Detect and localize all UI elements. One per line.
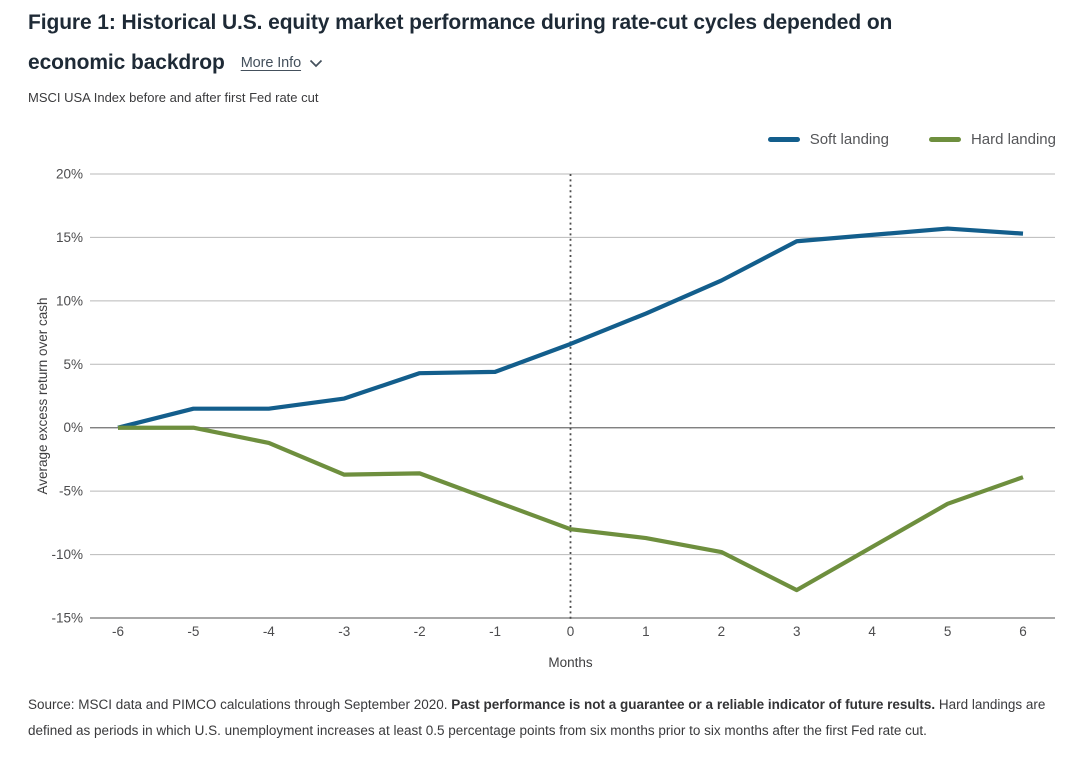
line-chart-svg: 20% 15% 10% 5% 0% -5% -10% -15% -6 -5 -4 -3 -2 -1 0 1 2 3… bbox=[35, 167, 1055, 670]
x-tick-label: -3 bbox=[338, 624, 350, 639]
x-tick-label: -5 bbox=[187, 624, 199, 639]
x-tick-label: 0 bbox=[567, 624, 575, 639]
source-note-disclaimer: Past performance is not a guarantee or a… bbox=[451, 697, 936, 712]
x-tick-label: -2 bbox=[414, 624, 426, 639]
legend-item-soft-landing: Soft landing bbox=[767, 131, 889, 148]
y-tick-label: 20% bbox=[56, 167, 83, 182]
legend-swatch-hard-landing bbox=[928, 137, 961, 142]
figure-title-line1: Figure 1: Historical U.S. equity market … bbox=[28, 11, 893, 34]
y-tick-label: -15% bbox=[51, 611, 83, 626]
legend-label-hard-landing: Hard landing bbox=[970, 131, 1056, 148]
x-tick-label: 5 bbox=[944, 624, 952, 639]
figure-title-line2: economic backdrop bbox=[28, 51, 225, 74]
chevron-down-icon bbox=[309, 59, 323, 67]
chart-subtitle: MSCI USA Index before and after first Fe… bbox=[28, 90, 319, 105]
x-tick-label: -4 bbox=[263, 624, 275, 639]
x-tick-label: -6 bbox=[112, 624, 124, 639]
x-axis-label: Months bbox=[548, 655, 593, 670]
y-tick-label: 10% bbox=[56, 293, 83, 308]
legend-swatch-soft-landing bbox=[767, 137, 800, 142]
more-info-label[interactable]: More Info bbox=[240, 55, 302, 71]
y-tick-label: -5% bbox=[59, 484, 83, 499]
more-info-link[interactable]: More Info bbox=[241, 43, 323, 83]
legend-label-soft-landing: Soft landing bbox=[809, 131, 889, 148]
series-line-soft-landing bbox=[117, 226, 1024, 430]
source-note-text-2: Hard landings are defined as periods in … bbox=[28, 697, 1046, 738]
x-tick-label: 2 bbox=[718, 624, 726, 639]
figure-header: Figure 1: Historical U.S. equity market … bbox=[28, 3, 1038, 83]
x-tick-label: 3 bbox=[793, 624, 801, 639]
chart-legend: Soft landing Hard landing bbox=[767, 131, 1056, 148]
y-tick-label: 15% bbox=[56, 230, 83, 245]
x-tick-label: 4 bbox=[868, 624, 876, 639]
y-tick-label: -10% bbox=[51, 547, 83, 562]
x-tick-label: 6 bbox=[1019, 624, 1027, 639]
source-note: Source: MSCI data and PIMCO calculations… bbox=[28, 692, 1050, 743]
series-line-hard-landing bbox=[118, 425, 1024, 593]
line-chart: 20% 15% 10% 5% 0% -5% -10% -15% -6 -5 -4 -3 -2 -1 0 1 2 3… bbox=[0, 158, 1076, 678]
x-tick-label: 1 bbox=[642, 624, 650, 639]
source-note-text: Source: MSCI data and PIMCO calculations… bbox=[28, 697, 452, 712]
y-tick-label: 5% bbox=[63, 357, 83, 372]
y-tick-label: 0% bbox=[63, 420, 83, 435]
x-tick-label: -1 bbox=[489, 624, 501, 639]
y-axis-label: Average excess return over cash bbox=[35, 297, 50, 494]
legend-item-hard-landing: Hard landing bbox=[928, 131, 1056, 148]
figure-title: Figure 1: Historical U.S. equity market … bbox=[28, 3, 1038, 83]
